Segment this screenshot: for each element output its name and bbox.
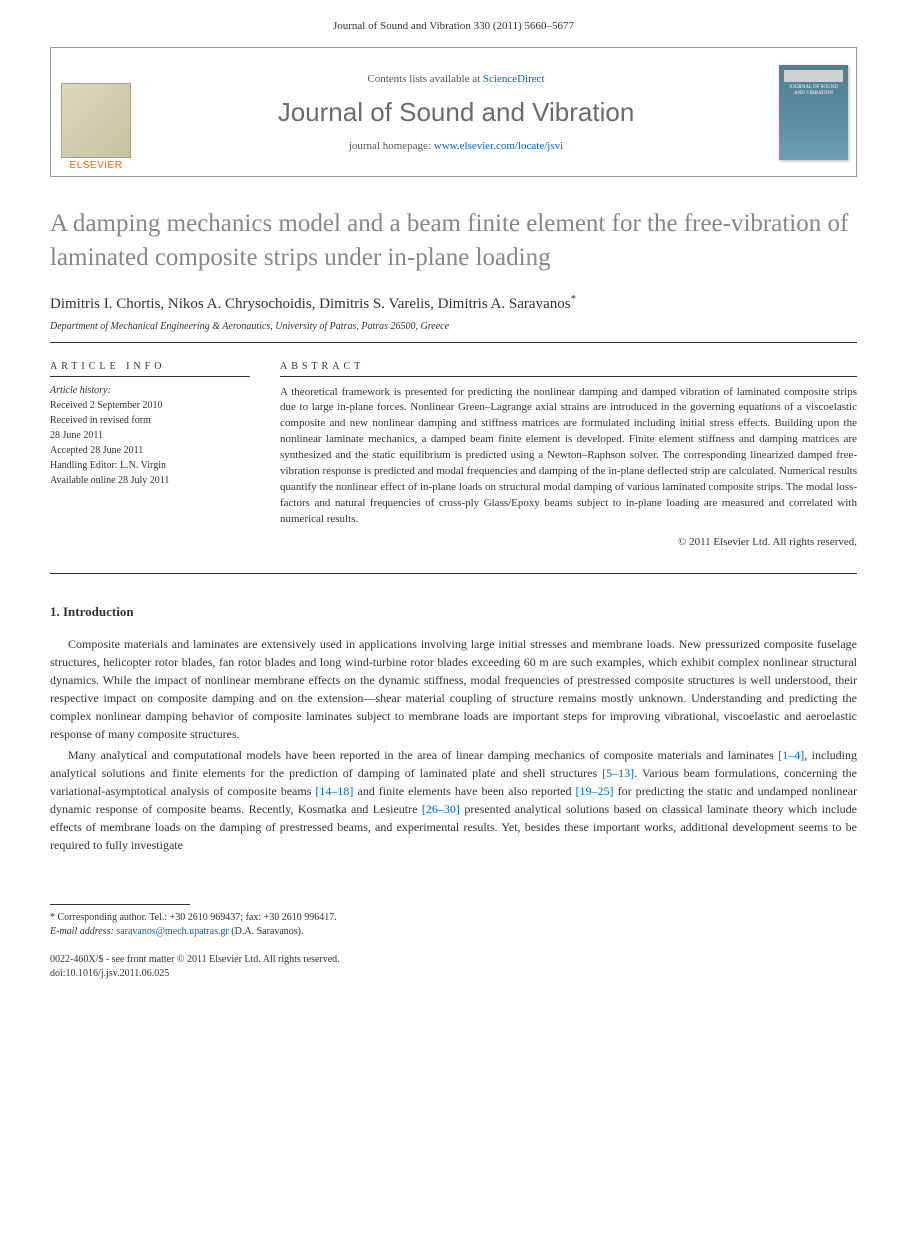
- header-box: ELSEVIER Contents lists available at Sci…: [50, 47, 857, 177]
- citation-link[interactable]: [26–30]: [422, 802, 460, 816]
- cover-text: JOURNAL OF SOUND AND VIBRATION: [784, 85, 843, 98]
- history-line: Received 2 September 2010: [50, 398, 250, 413]
- section-heading-intro: 1. Introduction: [50, 604, 857, 620]
- sciencedirect-link[interactable]: ScienceDirect: [483, 73, 545, 85]
- email-suffix: (D.A. Saravanos).: [229, 926, 304, 937]
- article-title: A damping mechanics model and a beam fin…: [50, 207, 857, 275]
- issn-line: 0022-460X/$ - see front matter © 2011 El…: [50, 953, 857, 967]
- journal-cover-thumbnail: JOURNAL OF SOUND AND VIBRATION: [779, 65, 848, 160]
- abstract-text: A theoretical framework is presented for…: [280, 385, 857, 528]
- history-line: Accepted 28 June 2011: [50, 443, 250, 458]
- info-divider: [50, 376, 250, 377]
- journal-title: Journal of Sound and Vibration: [278, 97, 635, 128]
- abstract-divider: [280, 376, 857, 377]
- affiliation: Department of Mechanical Engineering & A…: [50, 321, 857, 332]
- homepage-line: journal homepage: www.elsevier.com/locat…: [349, 140, 563, 152]
- contents-prefix: Contents lists available at: [367, 73, 482, 85]
- footnote-separator: [50, 904, 190, 905]
- elsevier-tree-icon: [61, 83, 131, 158]
- authors-names: Dimitris I. Chortis, Nikos A. Chrysochoi…: [50, 296, 571, 312]
- history-line: Available online 28 July 2011: [50, 473, 250, 488]
- history-line: 28 June 2011: [50, 428, 250, 443]
- authors-line: Dimitris I. Chortis, Nikos A. Chrysochoi…: [50, 293, 857, 313]
- header-center: Contents lists available at ScienceDirec…: [141, 48, 771, 176]
- citation-link[interactable]: [5–13]: [602, 766, 634, 780]
- history-label: Article history:: [50, 385, 250, 396]
- abstract-column: ABSTRACT A theoretical framework is pres…: [280, 361, 857, 548]
- copyright-footer: 0022-460X/$ - see front matter © 2011 El…: [50, 953, 857, 981]
- body-divider: [50, 573, 857, 574]
- intro-paragraph-1: Composite materials and laminates are ex…: [50, 635, 857, 743]
- citation-link[interactable]: [19–25]: [576, 784, 614, 798]
- citation-link[interactable]: [1–4]: [778, 748, 804, 762]
- email-footnote: E-mail address: saravanos@mech.upatras.g…: [50, 925, 857, 939]
- article-info-column: ARTICLE INFO Article history: Received 2…: [50, 361, 250, 548]
- doi-line: doi:10.1016/j.jsv.2011.06.025: [50, 967, 857, 981]
- info-abstract-row: ARTICLE INFO Article history: Received 2…: [50, 361, 857, 548]
- publisher-name: ELSEVIER: [70, 160, 123, 171]
- history-line: Received in revised form: [50, 413, 250, 428]
- contents-available-line: Contents lists available at ScienceDirec…: [367, 73, 544, 85]
- divider: [50, 342, 857, 343]
- citation-link[interactable]: [14–18]: [315, 784, 353, 798]
- para2-text: and finite elements have been also repor…: [353, 784, 575, 798]
- homepage-prefix: journal homepage:: [349, 140, 434, 152]
- journal-cover-area: JOURNAL OF SOUND AND VIBRATION: [771, 48, 856, 176]
- article-info-label: ARTICLE INFO: [50, 361, 250, 372]
- journal-reference: Journal of Sound and Vibration 330 (2011…: [50, 20, 857, 32]
- intro-paragraph-2: Many analytical and computational models…: [50, 746, 857, 854]
- email-link[interactable]: saravanos@mech.upatras.gr: [116, 926, 229, 937]
- homepage-link[interactable]: www.elsevier.com/locate/jsvi: [434, 140, 563, 152]
- history-line: Handling Editor: L.N. Virgin: [50, 458, 250, 473]
- email-label: E-mail address:: [50, 926, 116, 937]
- para2-text: Many analytical and computational models…: [68, 748, 778, 762]
- publisher-logo-area: ELSEVIER: [51, 48, 141, 176]
- abstract-label: ABSTRACT: [280, 361, 857, 372]
- corresponding-author-footnote: * Corresponding author. Tel.: +30 2610 9…: [50, 911, 857, 925]
- abstract-copyright: © 2011 Elsevier Ltd. All rights reserved…: [280, 536, 857, 548]
- corresponding-mark: *: [571, 293, 577, 305]
